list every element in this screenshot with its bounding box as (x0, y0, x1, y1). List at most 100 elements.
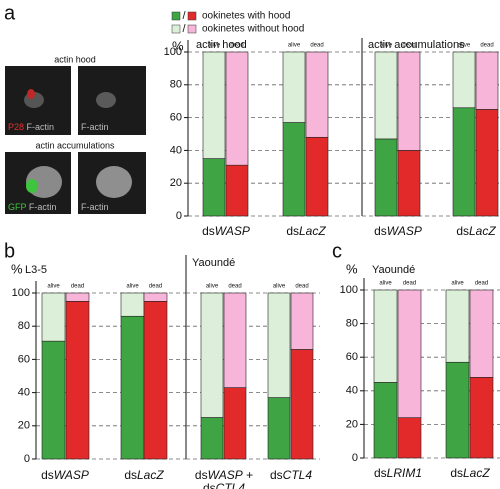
group-label-part: LacZ (299, 224, 326, 238)
bar-segment (202, 51, 226, 159)
category-label: alive (379, 281, 392, 287)
y-axis-label: % (11, 261, 23, 276)
legend-label: ookinetes without hood (202, 24, 304, 35)
category-label: dead (149, 284, 162, 290)
stain (26, 179, 38, 193)
bar-segment (373, 382, 398, 459)
y-tick-label: 40 (170, 144, 182, 156)
bar-segment (120, 292, 145, 317)
category-label: alive (458, 43, 471, 49)
chart-title: Yaoundé (372, 264, 415, 276)
image-title: actin hood (54, 54, 96, 64)
y-tick-label: 80 (346, 318, 358, 330)
y-tick-label: 0 (352, 452, 358, 464)
category-label: alive (380, 43, 393, 49)
y-tick-label: 80 (170, 79, 182, 91)
category-label: dead (480, 43, 493, 49)
group-label-part: + (243, 468, 253, 482)
bar-segment (225, 164, 249, 217)
blob (96, 92, 116, 108)
group-label-part: ds (374, 466, 387, 480)
y-tick-label: 0 (24, 453, 30, 465)
image-title: actin accumulations (35, 140, 115, 150)
legend-swatch (171, 24, 181, 34)
y-tick-label: 40 (346, 385, 358, 397)
group-label-part: ds (203, 481, 216, 489)
group-label: dsLacZ (124, 468, 164, 482)
category-label: alive (208, 43, 221, 49)
category-label: dead (295, 284, 308, 290)
blob (96, 166, 132, 198)
bar-segment (469, 289, 494, 378)
group-label-part: LacZ (463, 466, 490, 480)
category-label: alive (206, 284, 219, 290)
bar-segment (65, 292, 90, 302)
bar-segment (65, 300, 90, 460)
bar-segment (41, 340, 66, 460)
bar-segment (267, 397, 291, 460)
bar-segment (200, 417, 224, 460)
y-tick-label: 60 (346, 351, 358, 363)
category-label: alive (47, 284, 60, 290)
group-label-part: CTL4 (216, 481, 246, 489)
bar-segment (305, 136, 329, 217)
category-label: dead (402, 43, 415, 49)
group-label-part: LacZ (469, 224, 496, 238)
group-label: dsCTL4 (270, 468, 312, 482)
bar-segment (202, 158, 226, 217)
y-tick-label: 80 (18, 320, 30, 332)
group-label-part: ds (286, 224, 299, 238)
image-label: F-actin (81, 122, 109, 132)
group-label: dsWASP + (195, 468, 253, 482)
bar-segment (445, 361, 470, 459)
bar-segment (282, 51, 306, 123)
bar-segment (143, 300, 168, 460)
image-label-part: F-actin (26, 202, 56, 212)
y-tick-label: 60 (170, 112, 182, 124)
bar-segment (200, 292, 224, 418)
bar-segment (397, 417, 422, 459)
group-label-part: ds (456, 224, 469, 238)
bar-segment (397, 289, 422, 418)
image-label-part: F-actin (24, 122, 54, 132)
stain (27, 89, 35, 99)
bar-segment (397, 51, 421, 151)
bar-segment (225, 51, 249, 166)
bar-segment (397, 150, 421, 217)
bar-segment (267, 292, 291, 398)
y-tick-label: 20 (18, 420, 30, 432)
panel-label: b (4, 240, 15, 262)
group-label: dsWASP (374, 224, 422, 238)
group-label-part: WASP (54, 468, 89, 482)
bar-segment (305, 51, 329, 138)
image-label-part: F-actin (81, 122, 109, 132)
bar-segment (290, 349, 314, 460)
bar-segment (41, 292, 66, 342)
bar-segment (290, 292, 314, 350)
image-label: P28 F-actin (8, 122, 54, 132)
image-label-part: F-actin (81, 202, 109, 212)
y-tick-label: 100 (164, 46, 182, 58)
group-label-part: WASP (215, 224, 250, 238)
legend-swatch (171, 11, 181, 21)
bar-segment (143, 292, 168, 302)
bar-segment (373, 289, 398, 383)
group-label: dsLacZ (450, 466, 490, 480)
category-label: alive (273, 284, 286, 290)
group-label-part: LRIM1 (387, 466, 422, 480)
category-label: alive (451, 281, 464, 287)
group-label: dsCTL4 (203, 481, 245, 489)
bar-segment (120, 315, 145, 460)
y-tick-label: 20 (170, 177, 182, 189)
chart-title: actin accumulations (368, 39, 465, 51)
bar-segment (475, 109, 499, 217)
group-label-part: LacZ (137, 468, 164, 482)
bar-segment (445, 289, 470, 363)
bar-segment (452, 51, 476, 109)
y-axis-label: % (346, 261, 358, 276)
category-label: dead (475, 281, 488, 287)
image-label-part: P28 (8, 122, 24, 132)
group-label-part: WASP (208, 468, 243, 482)
category-label: dead (230, 43, 243, 49)
